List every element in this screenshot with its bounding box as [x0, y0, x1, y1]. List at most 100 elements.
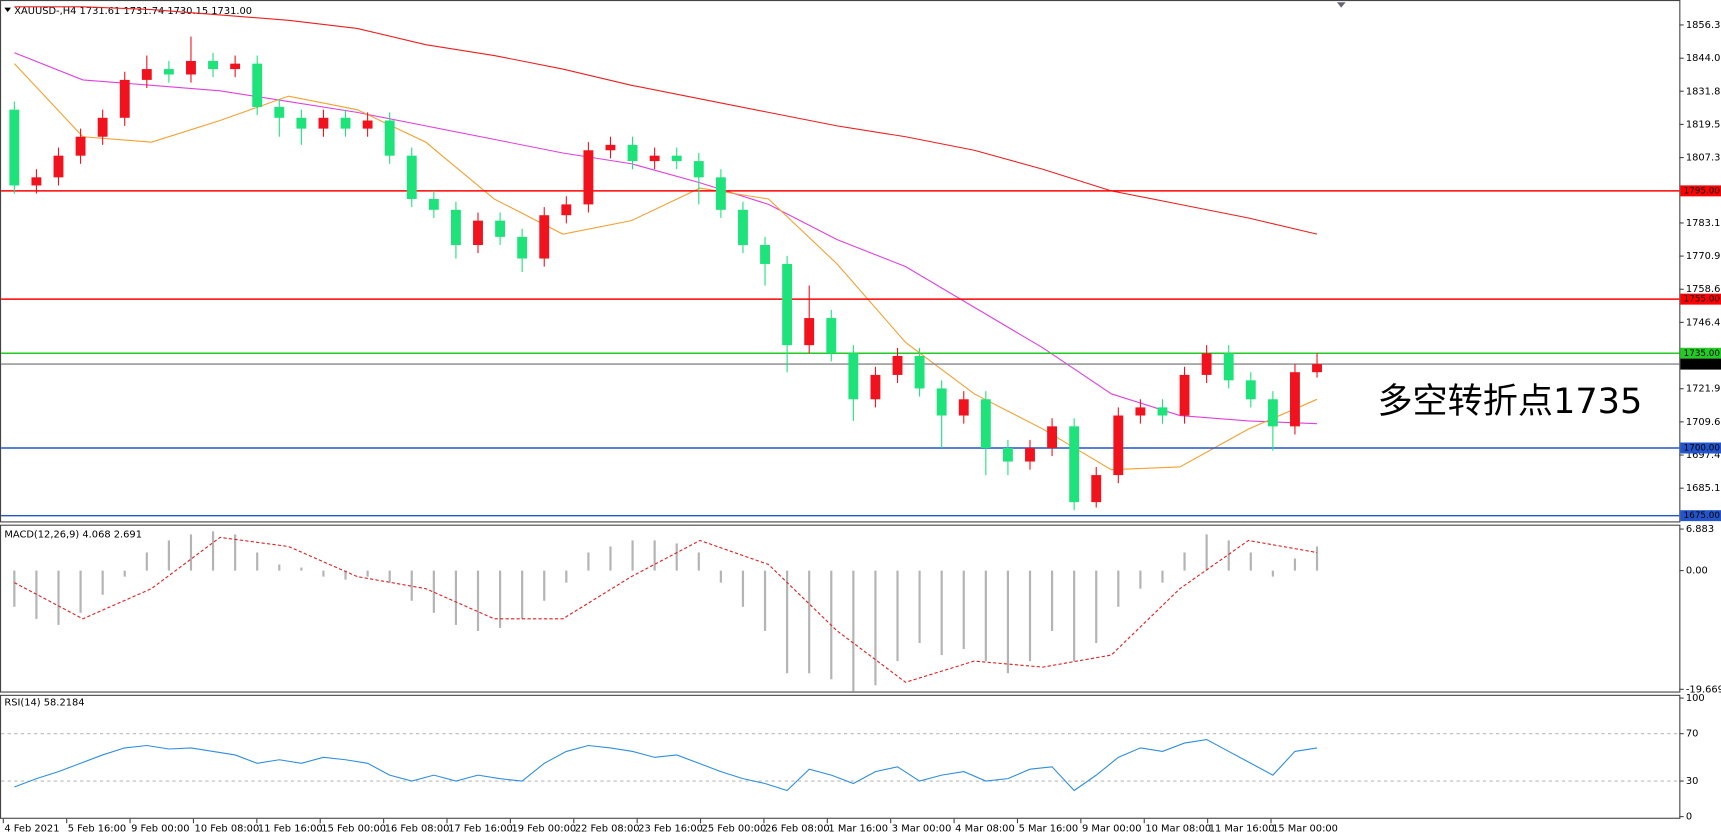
macd-panel	[0, 524, 1681, 693]
candle-body	[97, 117, 108, 137]
x-tick-label: 23 Feb 16:00	[638, 824, 703, 835]
x-tick-label: 9 Mar 00:00	[1082, 824, 1142, 835]
x-tick-label: 17 Feb 16:00	[448, 824, 513, 835]
candle-body	[186, 60, 196, 75]
candle-body	[936, 388, 947, 416]
candle-body	[1069, 426, 1080, 503]
x-tick-label: 22 Feb 08:00	[575, 824, 640, 835]
candle-body	[649, 155, 660, 162]
candle-body	[870, 374, 881, 400]
x-tick-label: 1 Mar 16:00	[828, 824, 888, 835]
shift-marker	[1336, 2, 1346, 8]
candle-body	[340, 117, 351, 129]
candle-body	[517, 236, 528, 259]
x-tick-label: 4 Feb 2021	[4, 824, 59, 835]
candle-body	[561, 204, 572, 216]
x-tick-label: 15 Mar 00:00	[1272, 824, 1338, 835]
y-tick-label: 1758.65	[1686, 284, 1721, 295]
level-label-box	[1680, 347, 1721, 359]
level-label-box	[1680, 510, 1721, 522]
candle-body	[252, 63, 263, 107]
x-tick-label: 15 Feb 00:00	[321, 824, 386, 835]
candle-body	[1157, 407, 1168, 416]
level-label-box	[1680, 185, 1721, 197]
x-tick-label: 3 Mar 00:00	[892, 824, 952, 835]
level-label: 1675.00	[1684, 511, 1720, 521]
candle-body	[75, 136, 86, 156]
level-label: 1795.00	[1684, 186, 1720, 196]
level-label: 1731.00	[1684, 360, 1720, 370]
candle-body	[1245, 380, 1256, 400]
candle-body	[1025, 447, 1035, 462]
candle-body	[1267, 399, 1278, 427]
x-tick-label: 11 Feb 16:00	[258, 824, 323, 835]
candle-body	[495, 220, 506, 237]
y-tick-label: 1721.90	[1686, 384, 1721, 395]
candle-body	[274, 106, 285, 118]
candle-body	[296, 117, 307, 129]
x-tick-label: 26 Feb 08:00	[765, 824, 830, 835]
candle-body	[428, 198, 439, 210]
level-label-box	[1680, 358, 1721, 370]
candle-body	[1201, 353, 1212, 375]
menu-arrow	[4, 7, 11, 13]
y-tick-label: 1831.80	[1686, 86, 1721, 97]
candle-body	[1135, 407, 1146, 416]
level-label: 1735.00	[1684, 349, 1720, 359]
y-tick-label: 1783.15	[1686, 218, 1721, 229]
main-panel	[0, 0, 1681, 523]
candle-body	[1290, 372, 1300, 427]
y-tick-label: 1844.00	[1686, 53, 1721, 64]
level-label-box	[1680, 293, 1721, 305]
y-tick-label: 1770.90	[1686, 251, 1721, 262]
candle-body	[318, 117, 329, 129]
annotation: 多空转折点1735	[1377, 381, 1642, 422]
level-label: 1755.00	[1684, 295, 1720, 305]
moving-average	[14, 6, 1318, 235]
x-tick-label: 16 Feb 08:00	[385, 824, 450, 835]
candle-body	[119, 79, 130, 118]
rsi-panel	[0, 694, 1681, 819]
y-tick-label: 1807.30	[1686, 153, 1721, 164]
candle-body	[362, 120, 373, 129]
candle-body	[1091, 475, 1102, 503]
candle-body	[826, 318, 837, 354]
rsi-line	[14, 738, 1318, 792]
x-tick-label: 5 Feb 16:00	[68, 824, 126, 835]
candle-body	[384, 120, 395, 156]
y-tick-label: 1819.55	[1686, 119, 1721, 130]
candle-body	[539, 215, 550, 259]
candle-body	[693, 161, 704, 178]
y-tick-label: 70	[1686, 729, 1699, 740]
candle-body	[782, 263, 793, 346]
y-tick-label: 1685.15	[1686, 483, 1721, 494]
signal-line	[14, 536, 1318, 683]
candle-body	[627, 144, 638, 162]
y-tick-label: 6.883	[1686, 524, 1714, 535]
candle-body	[1179, 374, 1190, 416]
x-tick-label: 25 Feb 00:00	[702, 824, 767, 835]
candle-body	[208, 60, 218, 70]
candle-body	[1047, 426, 1058, 448]
x-tick-label: 4 Mar 08:00	[955, 824, 1015, 835]
candle-body	[230, 63, 241, 70]
x-tick-label: 5 Mar 16:00	[1019, 824, 1079, 835]
candle-body	[141, 69, 152, 80]
y-tick-label: 100	[1686, 693, 1705, 704]
x-tick-label: 9 Feb 00:00	[131, 824, 189, 835]
candle-body	[980, 399, 991, 448]
candle-body	[804, 318, 815, 346]
macd-title: MACD(12,26,9) 4.068 2.691	[4, 530, 142, 541]
candle-body	[605, 144, 616, 151]
candle-body	[9, 109, 20, 186]
candle-body	[406, 155, 417, 199]
candle-body	[1113, 415, 1124, 476]
y-tick-label: 1697.40	[1686, 450, 1721, 461]
rsi-title: RSI(14) 58.2184	[4, 697, 84, 708]
candle-body	[715, 177, 726, 210]
moving-average	[13, 63, 1318, 471]
candle-body	[1312, 364, 1322, 373]
candle-body	[760, 244, 770, 264]
candle-body	[848, 353, 859, 400]
